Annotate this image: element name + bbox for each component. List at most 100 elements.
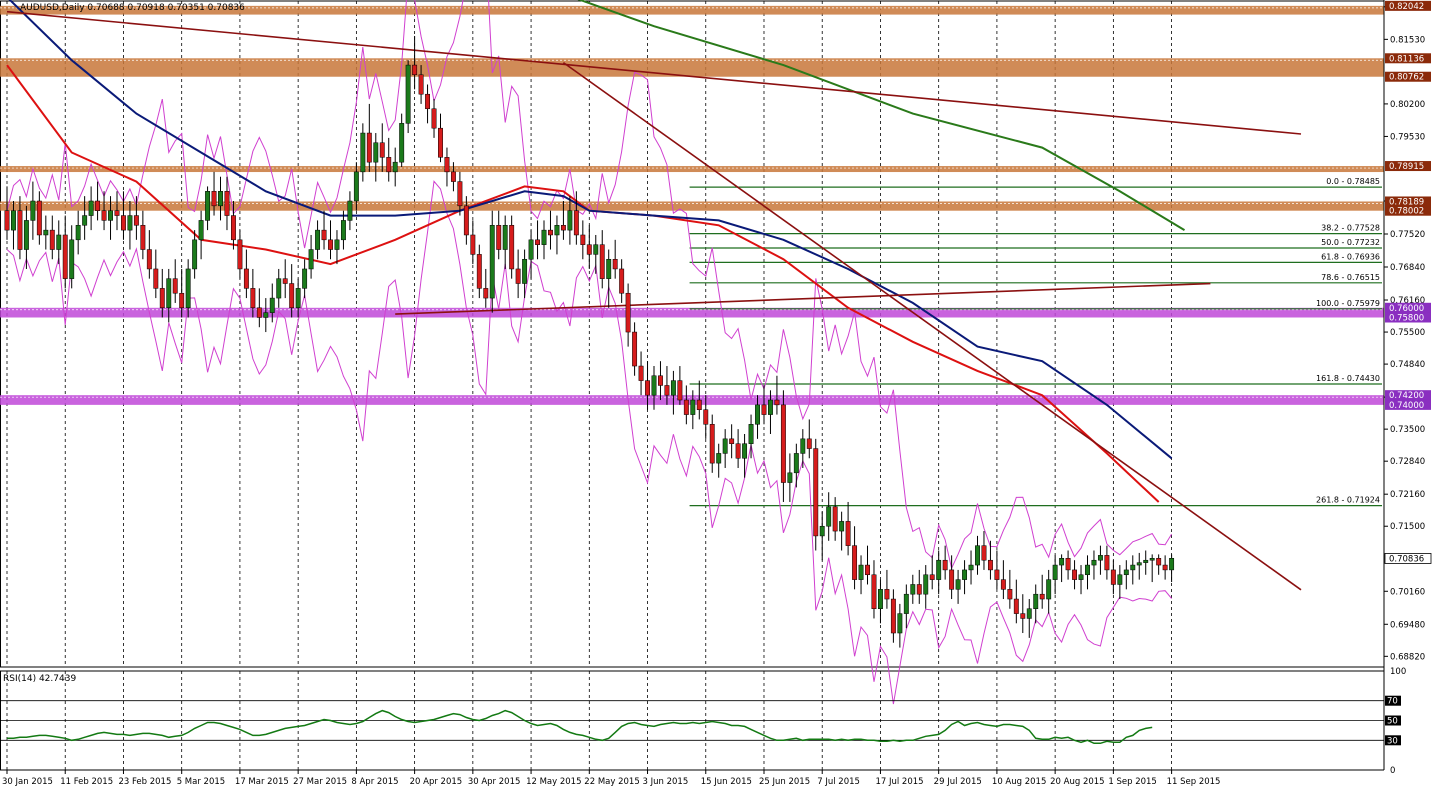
bearish-candle [1013, 598, 1019, 614]
bearish-candle [625, 292, 631, 333]
price-tick-label: 0.76840 [1390, 263, 1425, 273]
bullish-candle [651, 375, 657, 396]
bullish-candle [88, 200, 94, 216]
bullish-candle [205, 191, 211, 221]
bullish-candle [69, 239, 75, 279]
bullish-candle [108, 210, 113, 221]
bearish-candle [638, 365, 644, 381]
lower-band [6, 180, 1172, 705]
rsi-tick-label: 100 [1390, 667, 1406, 677]
bullish-candle [192, 239, 198, 270]
date-tick-label: 3 Jun 2015 [643, 777, 689, 787]
bearish-candle [852, 545, 858, 580]
bullish-candle [347, 200, 353, 221]
price-tick-label: 0.73500 [1390, 425, 1425, 435]
bearish-candle [696, 399, 702, 410]
rsi-line [7, 709, 1153, 745]
bearish-candle [774, 399, 780, 406]
bearish-candle [515, 268, 521, 284]
bearish-candle [916, 584, 922, 595]
bullish-candle [690, 399, 696, 415]
bullish-candle [23, 220, 29, 250]
bearish-candle [224, 191, 230, 216]
bullish-candle [353, 171, 359, 202]
bearish-candle [509, 225, 515, 270]
bearish-candle [250, 288, 256, 309]
bearish-candle [683, 399, 689, 415]
bearish-candle [425, 93, 431, 110]
bearish-candle [463, 205, 469, 236]
bearish-candle [444, 157, 450, 173]
date-tick-label: 15 Jun 2015 [701, 777, 752, 787]
fib-level-label: 100.0 - 0.75979 [1316, 299, 1380, 308]
zone-price-box [1385, 205, 1431, 216]
bearish-candle [1065, 558, 1071, 571]
date-tick-label: 27 Mar 2015 [293, 777, 347, 787]
bearish-candle [1072, 569, 1077, 580]
rsi-tick-label: 30 [1387, 736, 1398, 746]
bearish-candle [412, 64, 418, 76]
date-tick-label: 17 Mar 2015 [235, 777, 289, 787]
bearish-candle [438, 127, 443, 158]
bullish-candle [198, 220, 204, 241]
date-tick-label: 8 Apr 2015 [351, 777, 398, 787]
bullish-candle [826, 506, 832, 527]
bearish-candle [289, 283, 295, 309]
bearish-candle [703, 409, 709, 425]
bearish-candle [231, 215, 236, 241]
bullish-candle [1169, 558, 1175, 571]
bullish-candle [82, 215, 88, 226]
zone-price-label: 0.74000 [1389, 401, 1424, 411]
bullish-candle [755, 404, 760, 425]
bearish-candle [1156, 558, 1162, 566]
bullish-candle [1130, 564, 1136, 571]
bearish-candle [586, 244, 592, 255]
bullish-candle [793, 453, 799, 474]
price-tick-label: 0.81530 [1390, 35, 1425, 45]
zone-price-label: 0.76000 [1389, 304, 1424, 314]
date-tick-label: 23 Feb 2015 [118, 777, 171, 787]
bullish-candle [1059, 558, 1065, 566]
bearish-candle [929, 574, 935, 580]
rsi-level-box [1385, 715, 1401, 726]
price-tick-label: 0.72840 [1390, 457, 1425, 467]
bearish-candle [664, 385, 670, 396]
bullish-candle [1085, 564, 1090, 576]
bearish-candle [761, 404, 767, 415]
bearish-candle [1039, 593, 1045, 600]
zone-price-label: 0.80762 [1389, 73, 1424, 83]
zone-price-label: 0.74200 [1389, 391, 1424, 401]
bearish-candle [17, 210, 23, 250]
price-tick-label: 0.74840 [1390, 360, 1425, 370]
bearish-candle [328, 239, 333, 250]
bearish-candle [890, 598, 896, 634]
bearish-candle [49, 229, 55, 250]
bearish-candle [379, 142, 385, 158]
price-zone [0, 166, 1384, 173]
bearish-candle [535, 239, 540, 245]
bullish-candle [302, 268, 308, 289]
chart-header: AUDUSD,Daily 0.70688 0.70918 0.70351 0.7… [20, 3, 245, 13]
price-tick-label: 0.70160 [1390, 587, 1425, 597]
price-tick-label: 0.80200 [1390, 100, 1425, 110]
bearish-candle [140, 225, 146, 250]
bullish-candle [955, 579, 961, 590]
current-price-box [1384, 553, 1432, 564]
bullish-candle [800, 438, 806, 454]
rsi-tick-label: 50 [1387, 717, 1398, 727]
bullish-candle [878, 589, 883, 609]
bullish-candle [839, 521, 845, 532]
bullish-candle [30, 200, 36, 221]
bullish-candle [218, 191, 223, 207]
zone-price-box [1385, 390, 1431, 401]
bullish-candle [269, 297, 275, 313]
bearish-candle [237, 239, 243, 270]
fib-level-label: 261.8 - 0.71924 [1316, 496, 1380, 505]
bearish-candle [612, 258, 618, 270]
bullish-candle [903, 593, 909, 614]
price-tick-label: 0.68820 [1390, 652, 1425, 662]
bullish-candle [567, 210, 573, 231]
date-tick-label: 30 Jan 2015 [2, 777, 53, 787]
